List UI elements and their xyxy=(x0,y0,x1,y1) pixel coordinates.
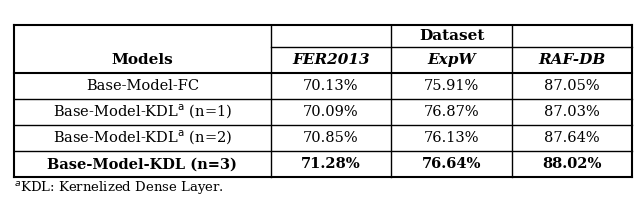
Text: RAF-DB: RAF-DB xyxy=(538,53,605,67)
Text: 88.02%: 88.02% xyxy=(542,157,602,171)
Text: Dataset: Dataset xyxy=(419,29,484,43)
Text: Models: Models xyxy=(111,53,173,67)
Text: 76.87%: 76.87% xyxy=(424,105,479,119)
Text: FER2013: FER2013 xyxy=(292,53,370,67)
Text: 87.64%: 87.64% xyxy=(544,131,600,145)
Text: Base-Model-KDL$^{\mathrm{a}}$ (n=2): Base-Model-KDL$^{\mathrm{a}}$ (n=2) xyxy=(52,129,232,147)
Text: 76.64%: 76.64% xyxy=(422,157,481,171)
Text: ExpW: ExpW xyxy=(428,53,476,67)
Text: Base-Model-FC: Base-Model-FC xyxy=(86,79,199,93)
Text: 75.91%: 75.91% xyxy=(424,79,479,93)
Text: 70.09%: 70.09% xyxy=(303,105,359,119)
Text: 70.85%: 70.85% xyxy=(303,131,359,145)
Text: $^{a}$KDL: Kernelized Dense Layer.: $^{a}$KDL: Kernelized Dense Layer. xyxy=(14,179,224,196)
Text: 70.13%: 70.13% xyxy=(303,79,358,93)
Text: 76.13%: 76.13% xyxy=(424,131,479,145)
Text: Base-Model-KDL$^{\mathrm{a}}$ (n=1): Base-Model-KDL$^{\mathrm{a}}$ (n=1) xyxy=(52,103,232,122)
Text: 71.28%: 71.28% xyxy=(301,157,361,171)
Text: 87.05%: 87.05% xyxy=(544,79,600,93)
Text: Base-Model-KDL (n=3): Base-Model-KDL (n=3) xyxy=(47,157,237,171)
Text: 87.03%: 87.03% xyxy=(544,105,600,119)
